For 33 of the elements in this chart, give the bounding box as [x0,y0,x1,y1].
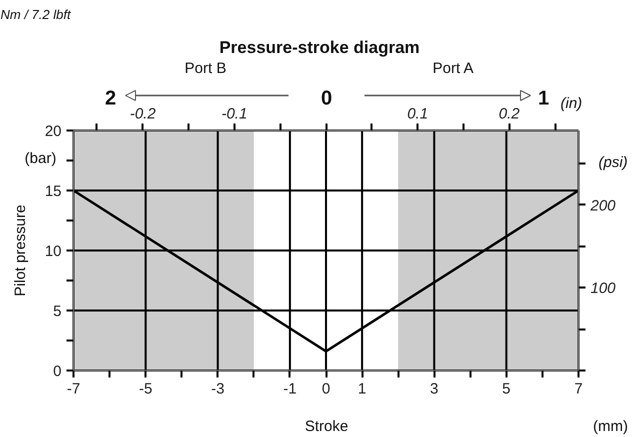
y-tick-label: 20 [44,123,62,140]
x-tick-label: -7 [66,380,80,398]
x2-tick-label: 0.1 [407,106,428,122]
y-tick-label: 5 [53,303,62,320]
x-tick-label: 3 [430,380,438,398]
y-tick-label: 0 [53,363,62,380]
x2-tick-label: -0.1 [221,106,248,122]
chart-title: Pressure-stroke diagram [219,38,420,57]
text: 1 [538,88,550,110]
y-axis-title: Pilot pressure [12,204,29,296]
text: Nm / 7.2 lbft [0,7,72,22]
x-tick-label: 7 [574,380,583,398]
text: (mm) [593,418,628,435]
text: Port A [432,60,474,77]
x2-tick-label: -0.2 [130,106,156,122]
x-tick-label: 0 [322,380,330,398]
x-tick-label: -1 [283,380,297,398]
y-tick-label: 10 [44,243,62,260]
x2-axis-title: (in) [560,95,582,112]
y2-tick-label: 100 [590,280,616,298]
text: 2 [104,88,116,110]
x-axis-title: Stroke [304,418,348,435]
x2-tick-label: 0.2 [498,106,520,122]
y-tick-label: 15 [44,183,62,200]
x-tick-label: -3 [211,380,224,398]
text: 0 [320,88,332,110]
text: (bar) [24,150,56,167]
x-tick-label: 5 [502,380,511,398]
y2-axis-title: (psi) [598,154,628,171]
y2-tick-label: 200 [590,197,616,214]
text: Port B [184,60,226,77]
x-tick-label: -5 [138,380,152,398]
x-tick-label: 1 [358,380,366,398]
